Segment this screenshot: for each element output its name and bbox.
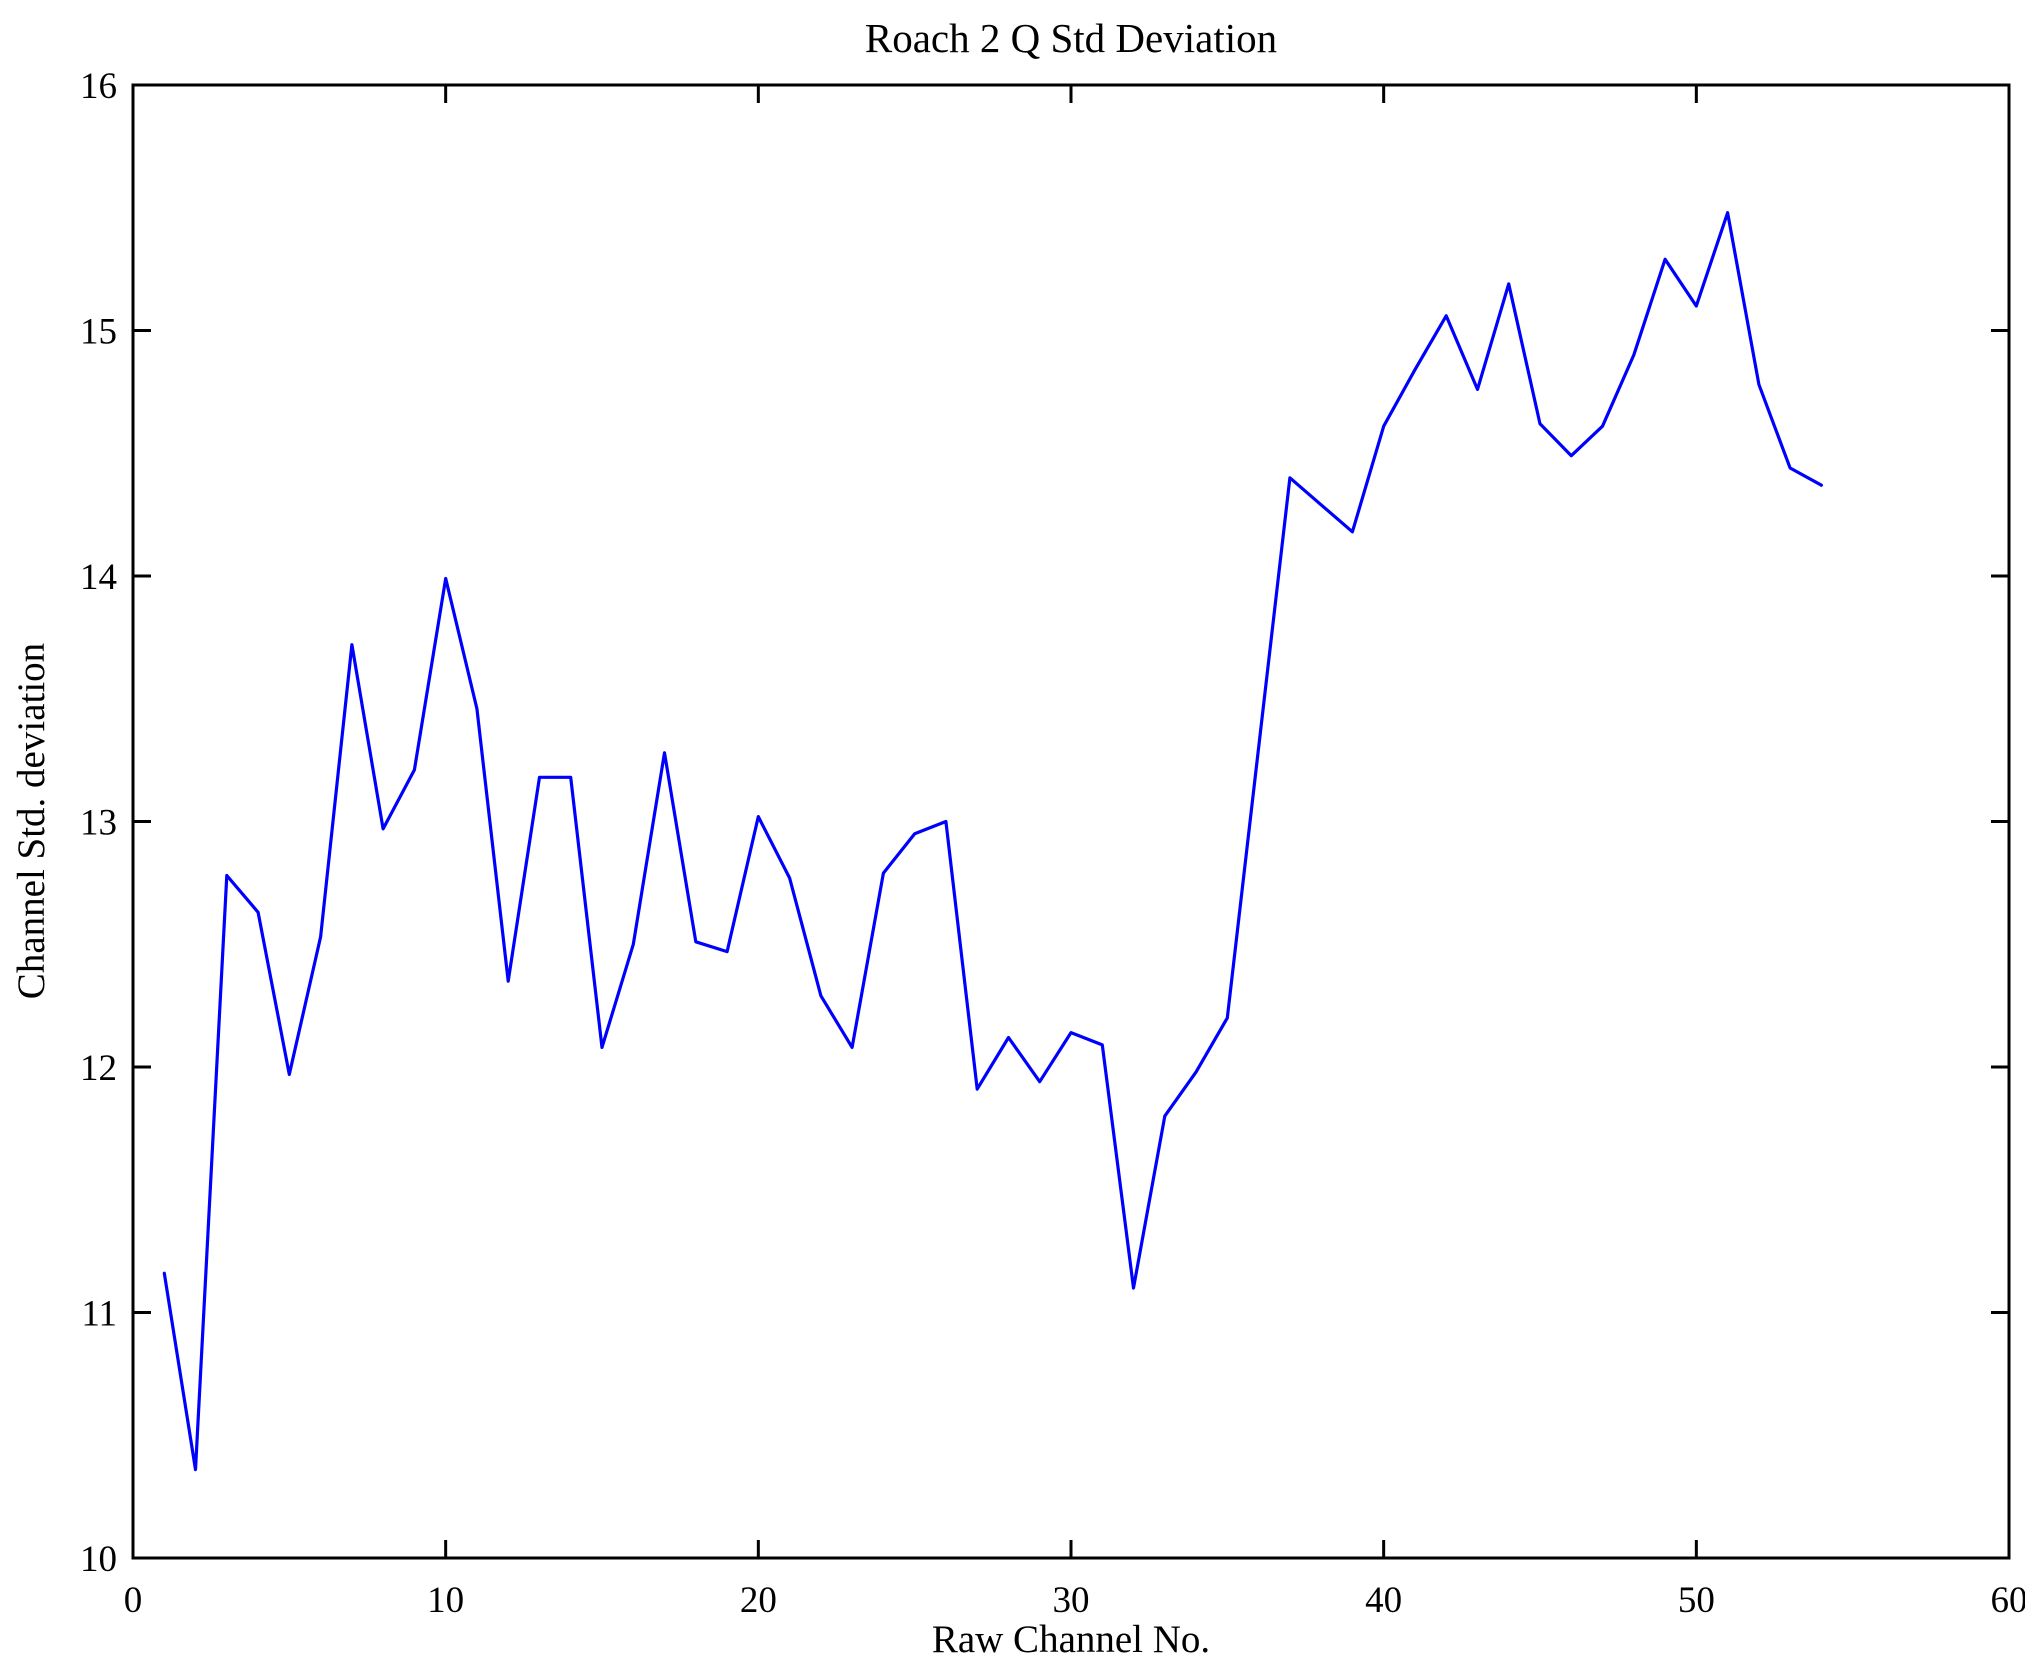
data-line-channel-std-deviation bbox=[164, 213, 1821, 1470]
y-tick-label: 16 bbox=[80, 66, 117, 107]
axis-ticks bbox=[133, 85, 2009, 1558]
y-tick-label: 10 bbox=[80, 1539, 117, 1580]
y-tick-label: 12 bbox=[80, 1048, 117, 1089]
x-tick-label: 30 bbox=[1053, 1580, 1090, 1621]
data-series bbox=[164, 213, 1821, 1470]
x-tick-label: 20 bbox=[740, 1580, 777, 1621]
y-axis-label: Channel Std. deviation bbox=[10, 643, 53, 999]
y-tick-label: 15 bbox=[80, 312, 117, 353]
x-tick-label: 60 bbox=[1991, 1580, 2025, 1621]
x-tick-label: 40 bbox=[1365, 1580, 1402, 1621]
plot-border bbox=[133, 85, 2009, 1558]
x-axis-label: Raw Channel No. bbox=[932, 1618, 1210, 1661]
chart-title: Roach 2 Q Std Deviation bbox=[865, 15, 1277, 61]
x-tick-label: 10 bbox=[427, 1580, 464, 1621]
x-tick-label: 50 bbox=[1678, 1580, 1715, 1621]
y-tick-label: 13 bbox=[80, 803, 117, 844]
x-tick-label: 0 bbox=[124, 1580, 143, 1621]
y-tick-label: 11 bbox=[81, 1294, 117, 1335]
y-tick-label: 14 bbox=[80, 557, 117, 598]
